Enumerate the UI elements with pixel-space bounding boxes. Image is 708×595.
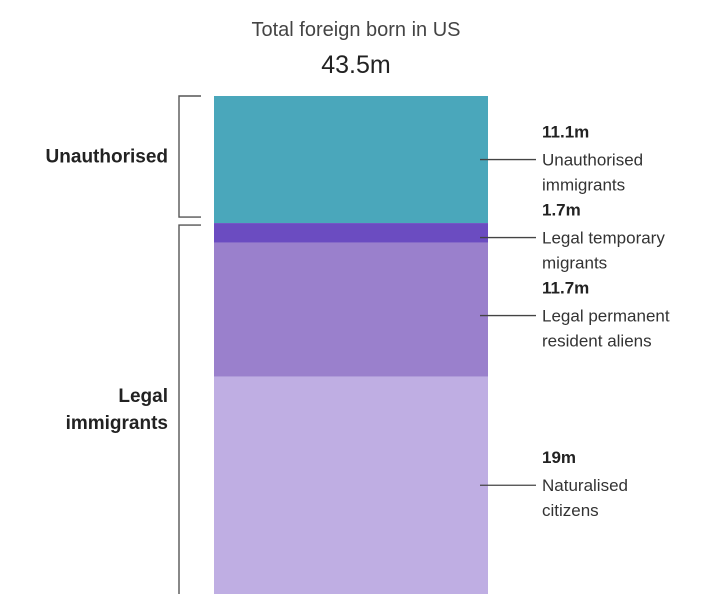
chart-title: Total foreign born in US: [251, 19, 460, 41]
group-brackets: Unauthorised Legal immigrants: [46, 95, 201, 594]
category-label-0-0: Unauthorised: [542, 151, 643, 170]
group-label-0-0: Unauthorised: [46, 147, 168, 168]
group-bracket-1: [178, 224, 201, 594]
bar-segment-0: [214, 96, 488, 224]
category-label-2-0: Legal permanent: [542, 307, 670, 326]
category-label-3-1: citizens: [542, 501, 599, 520]
category-label-3-0: Naturalised: [542, 476, 628, 495]
category-label-2-1: resident aliens: [542, 332, 652, 351]
value-label-2: 11.7m: [542, 279, 589, 298]
value-label-3: 19m: [542, 448, 576, 467]
value-label-0: 11.1m: [542, 123, 589, 142]
category-label-0-1: immigrants: [542, 176, 625, 195]
total-value: 43.5m: [321, 51, 390, 79]
bar-segment-3: [214, 376, 488, 594]
category-label-1-0: Legal temporary: [542, 229, 665, 248]
bar-segment-1: [214, 223, 488, 243]
value-label-1: 1.7m: [542, 201, 581, 220]
bar-segment-2: [214, 242, 488, 377]
group-bracket-0: [178, 95, 201, 218]
segment-labels: 11.1m Unauthorised immigrants 1.7m Legal tem…: [480, 123, 670, 520]
group-label-1-0: Legal: [118, 386, 168, 407]
category-label-1-1: migrants: [542, 254, 607, 273]
bar-segments: [214, 96, 488, 594]
group-label-1-1: immigrants: [66, 413, 168, 434]
